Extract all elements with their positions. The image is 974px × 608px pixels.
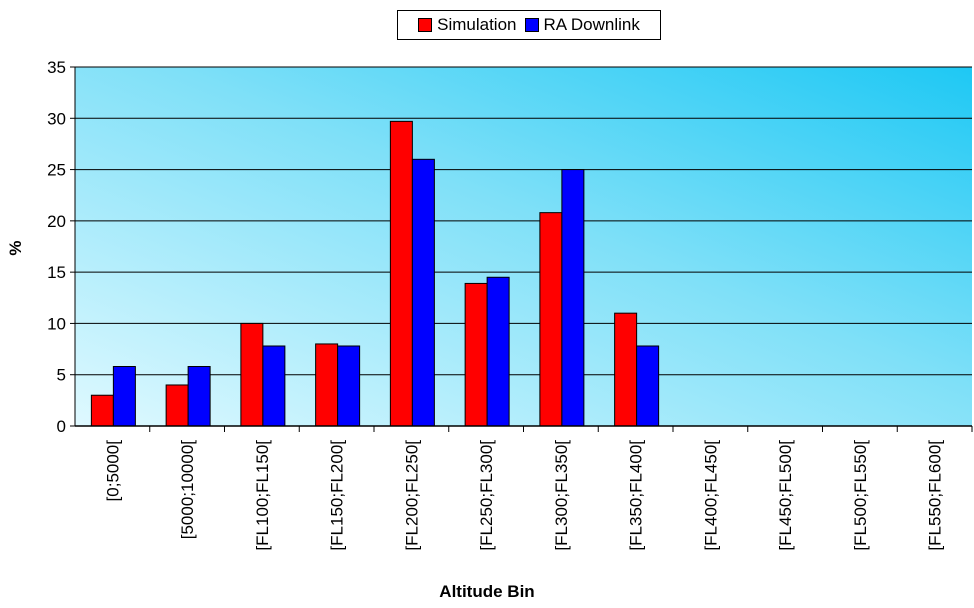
- bar-simulation: [464, 282, 488, 427]
- x-tick-label: [FL550;FL600[: [926, 440, 945, 551]
- x-tick-label: [FL450;FL500[: [776, 440, 795, 551]
- y-tick-label: 15: [47, 263, 66, 282]
- legend-item-simulation: Simulation: [418, 15, 517, 35]
- x-tick-label: [FL350;FL400[: [627, 440, 646, 551]
- legend-swatch-ra-downlink: [524, 18, 539, 32]
- y-tick-label: 25: [47, 161, 66, 180]
- x-tick-label: [5000;10000[: [178, 440, 197, 540]
- legend-swatch-simulation: [418, 18, 433, 32]
- bar-ra-downlink: [337, 345, 361, 427]
- x-tick-label: [FL250;FL300[: [477, 440, 496, 551]
- bar-ra-downlink: [187, 366, 211, 427]
- y-tick-label: 20: [47, 212, 66, 231]
- bar-simulation: [90, 394, 114, 427]
- bar-ra-downlink: [112, 366, 136, 427]
- x-tick-label: [FL500;FL550[: [851, 440, 870, 551]
- y-tick-label: 0: [57, 417, 66, 436]
- bar-simulation: [389, 120, 413, 427]
- x-tick-label: [FL200;FL250[: [402, 440, 421, 551]
- plot-area: [75, 67, 972, 426]
- x-tick-label: [FL100;FL150[: [253, 440, 272, 551]
- x-tick-label: [FL300;FL350[: [552, 440, 571, 551]
- y-tick-label: 35: [47, 58, 66, 77]
- legend: Simulation RA Downlink: [397, 10, 661, 40]
- bar-simulation: [240, 322, 264, 427]
- bar-simulation: [315, 343, 339, 427]
- bar-ra-downlink: [262, 345, 286, 427]
- bar-ra-downlink: [561, 169, 585, 427]
- x-axis-label: Altitude Bin: [439, 582, 535, 601]
- y-tick-label: 5: [57, 366, 66, 385]
- bar-ra-downlink: [411, 158, 435, 427]
- legend-label-ra-downlink: RA Downlink: [543, 15, 640, 34]
- legend-label-simulation: Simulation: [437, 15, 517, 34]
- bar-ra-downlink: [486, 276, 510, 427]
- y-tick-label: 10: [47, 314, 66, 333]
- x-tick-label: [FL150;FL200[: [328, 440, 347, 551]
- bar-simulation: [165, 384, 189, 427]
- y-tick-label: 30: [47, 109, 66, 128]
- bar-simulation: [539, 212, 563, 427]
- bar-simulation: [614, 312, 638, 427]
- x-tick-label: [0;5000[: [103, 440, 122, 502]
- legend-item-ra-downlink: RA Downlink: [524, 15, 640, 35]
- bar-ra-downlink: [636, 345, 660, 427]
- x-tick-label: [FL400;FL450[: [701, 440, 720, 551]
